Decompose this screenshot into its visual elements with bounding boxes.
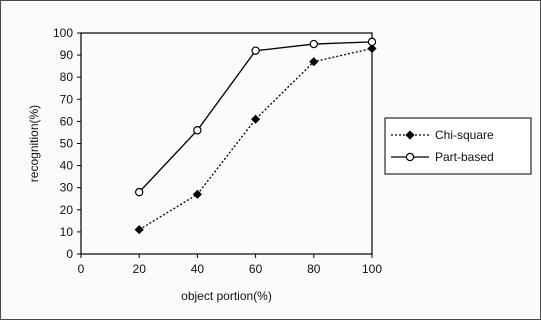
data-point-chi-square [309,57,319,67]
series-layer [134,37,377,235]
data-point-part-based [193,126,202,135]
y-tick-label: 90 [60,48,74,62]
plot-area [80,32,373,255]
x-tick-label: 40 [191,262,205,276]
data-point-part-based [367,37,377,47]
line-chart: 0 10 20 30 40 50 60 70 80 90 100 0 20 40 60 80 100 reco… [27,26,532,303]
x-tick-label: 0 [78,262,85,276]
series-chi-square [134,43,377,235]
y-tick-label: 100 [53,26,73,40]
x-axis-title: object portion(%) [181,289,272,303]
x-tick-label: 80 [307,262,321,276]
x-tick-label: 60 [249,262,263,276]
x-tick-label: 20 [133,262,147,276]
x-axis-ticks: 0 20 40 60 80 100 [78,254,382,276]
plot-border [80,32,373,255]
y-tick-label: 30 [60,181,74,195]
y-tick-label: 50 [60,137,74,151]
data-point-part-based [251,46,260,55]
legend-label-part-based: Part-based [435,150,494,164]
y-tick-label: 80 [60,70,74,84]
series-line-chi-square [138,47,373,231]
y-tick-label: 40 [60,159,74,173]
y-tick-label: 70 [60,92,74,106]
legend-marker-chi-square [405,130,415,140]
y-axis-ticks: 0 10 20 30 40 50 60 70 80 90 100 [53,26,81,261]
y-tick-label: 20 [60,203,74,217]
x-tick-label: 100 [362,262,382,276]
legend: Chi-square Part-based [384,117,532,175]
data-point-part-based [134,187,144,197]
data-point-part-based [309,39,318,49]
legend-box [384,117,532,175]
series-part-based [134,37,377,197]
y-tick-label: 10 [60,225,74,239]
legend-marker-part-based [405,152,415,162]
data-point-chi-square [192,189,202,199]
data-point-chi-square [251,114,261,124]
y-tick-label: 60 [60,114,74,128]
legend-label-chi-square: Chi-square [435,128,494,142]
y-axis-title: recognition(%) [27,105,41,182]
data-point-chi-square [367,43,377,54]
data-point-chi-square [134,225,144,235]
y-tick-label: 0 [66,247,73,261]
